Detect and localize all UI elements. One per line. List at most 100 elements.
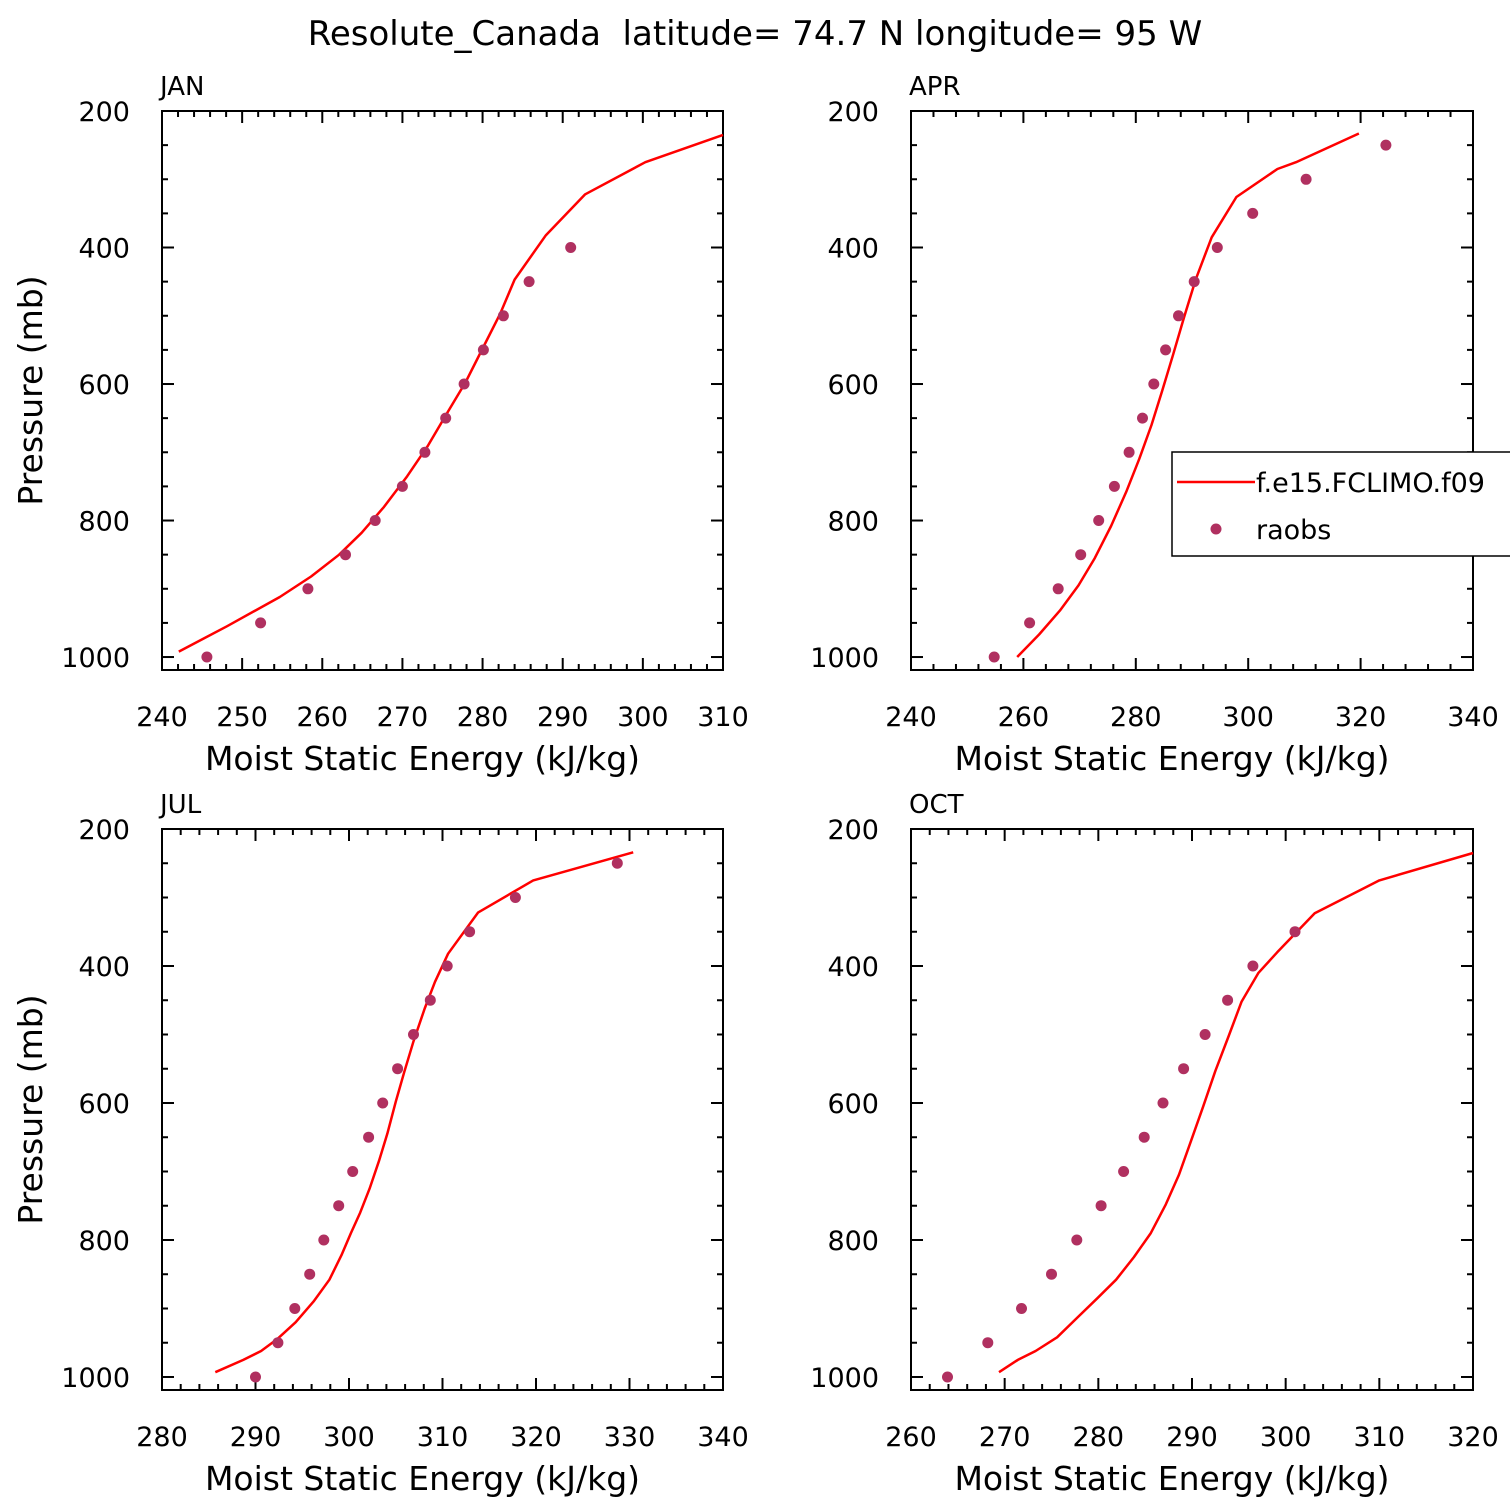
raobs-point [272, 1337, 284, 1349]
raobs-point [1095, 1200, 1107, 1212]
raobs-point [509, 892, 521, 903]
x-tick-label: 270 [979, 1422, 1031, 1453]
y-tick-label: 600 [827, 370, 879, 401]
raobs-point [1118, 1166, 1130, 1177]
x-tick-label: 260 [885, 1422, 937, 1453]
raobs-point [942, 1371, 953, 1383]
raobs-point [340, 549, 351, 561]
raobs-point [1211, 242, 1223, 253]
raobs-point [440, 412, 452, 424]
x-tick-label: 270 [377, 702, 429, 733]
y-tick-label: 200 [78, 815, 130, 846]
x-tick-label: 240 [885, 702, 937, 733]
raobs-point [1093, 515, 1105, 526]
raobs-point [1075, 549, 1087, 561]
y-tick-label: 1000 [810, 1363, 879, 1394]
legend: f.e15.FCLIMO.f09 raobs [1171, 451, 1510, 557]
raobs-point [1123, 446, 1135, 458]
raobs-point [408, 1029, 419, 1040]
x-tick-label: 320 [1447, 1422, 1499, 1453]
x-tick-label: 320 [510, 1422, 562, 1453]
x-tick-label: 240 [136, 702, 188, 733]
raobs-point [369, 515, 381, 526]
panel-label: JUL [158, 790, 202, 820]
raobs-point [424, 994, 436, 1006]
y-tick-label: 200 [78, 97, 130, 128]
raobs-point [464, 926, 476, 938]
x-tick-label: 280 [457, 702, 509, 733]
raobs-point [318, 1234, 330, 1246]
figure-title: Resolute_Canada latitude= 74.7 N longitu… [308, 14, 1202, 54]
plot-frame [910, 828, 1474, 1391]
raobs-point [1289, 926, 1301, 938]
y-tick-label: 1000 [61, 643, 130, 674]
panel-label: JAN [158, 72, 204, 102]
model-line-series [214, 851, 634, 1374]
y-tick-label: 400 [78, 234, 130, 265]
plot-frame [161, 828, 724, 1391]
y-axis-label: Pressure (mb) [11, 994, 50, 1224]
legend-label-model: f.e15.FCLIMO.f09 [1256, 468, 1485, 499]
raobs-point [392, 1063, 404, 1075]
y-tick-label: 800 [827, 507, 879, 538]
x-tick-label: 260 [297, 702, 349, 733]
raobs-point [289, 1303, 301, 1314]
legend-label-raobs: raobs [1256, 515, 1331, 546]
x-tick-label: 290 [537, 702, 589, 733]
y-axis-label: Pressure (mb) [11, 275, 50, 505]
x-tick-label: 280 [1110, 702, 1162, 733]
y-tick-label: 1000 [810, 643, 879, 674]
y-tick-label: 800 [827, 1226, 879, 1257]
plot-frame [161, 110, 724, 671]
raobs-point [419, 446, 431, 458]
raobs-point [458, 378, 470, 390]
x-tick-label: 280 [1073, 1422, 1125, 1453]
y-tick-label: 1000 [61, 1363, 130, 1394]
model-line-series [1016, 132, 1360, 658]
y-tick-label: 200 [827, 97, 879, 128]
raobs-point [1024, 617, 1036, 629]
raobs-point [1199, 1029, 1211, 1040]
raobs-point [363, 1131, 375, 1143]
raobs-point [250, 1371, 261, 1383]
raobs-point [1380, 139, 1392, 151]
x-tick-label: 330 [604, 1422, 656, 1453]
raobs-point [1046, 1268, 1057, 1280]
x-axis-label: Moist Static Energy (kJ/kg) [205, 1459, 640, 1498]
raobs-point [201, 651, 213, 663]
x-tick-label: 300 [323, 1422, 375, 1453]
y-tick-label: 800 [78, 507, 130, 538]
x-tick-label: 310 [417, 1422, 469, 1453]
plot-frame [910, 110, 1474, 671]
raobs-point [1138, 1131, 1150, 1143]
x-tick-label: 290 [230, 1422, 282, 1453]
raobs-point [255, 617, 267, 629]
raobs-point [477, 344, 489, 356]
raobs-point [1300, 173, 1312, 185]
x-tick-label: 310 [1354, 1422, 1406, 1453]
raobs-point [1173, 310, 1184, 322]
raobs-point [1247, 960, 1259, 972]
raobs-point [1178, 1063, 1190, 1075]
x-tick-label: 250 [216, 702, 268, 733]
y-tick-label: 400 [827, 952, 879, 983]
y-tick-label: 400 [78, 952, 130, 983]
x-tick-label: 300 [1222, 702, 1274, 733]
x-tick-label: 300 [1260, 1422, 1312, 1453]
raobs-point [302, 583, 314, 595]
panel-oct: 260 270 280 290 300 310 320 200 400 600 800 1000 Moi… [810, 790, 1498, 1498]
x-tick-label: 280 [136, 1422, 188, 1453]
raobs-point [396, 480, 408, 492]
raobs-point [1157, 1097, 1169, 1109]
y-tick-label: 200 [827, 815, 879, 846]
y-tick-label: 600 [827, 1089, 879, 1120]
x-tick-label: 300 [617, 702, 669, 733]
x-tick-label: 260 [998, 702, 1050, 733]
raobs-point [497, 310, 509, 322]
x-axis-label: Moist Static Energy (kJ/kg) [205, 739, 640, 778]
raobs-point [1188, 276, 1200, 288]
y-tick-label: 600 [78, 370, 130, 401]
raobs-point [611, 857, 623, 869]
raobs-point [333, 1200, 345, 1212]
x-axis-label: Moist Static Energy (kJ/kg) [954, 739, 1389, 778]
